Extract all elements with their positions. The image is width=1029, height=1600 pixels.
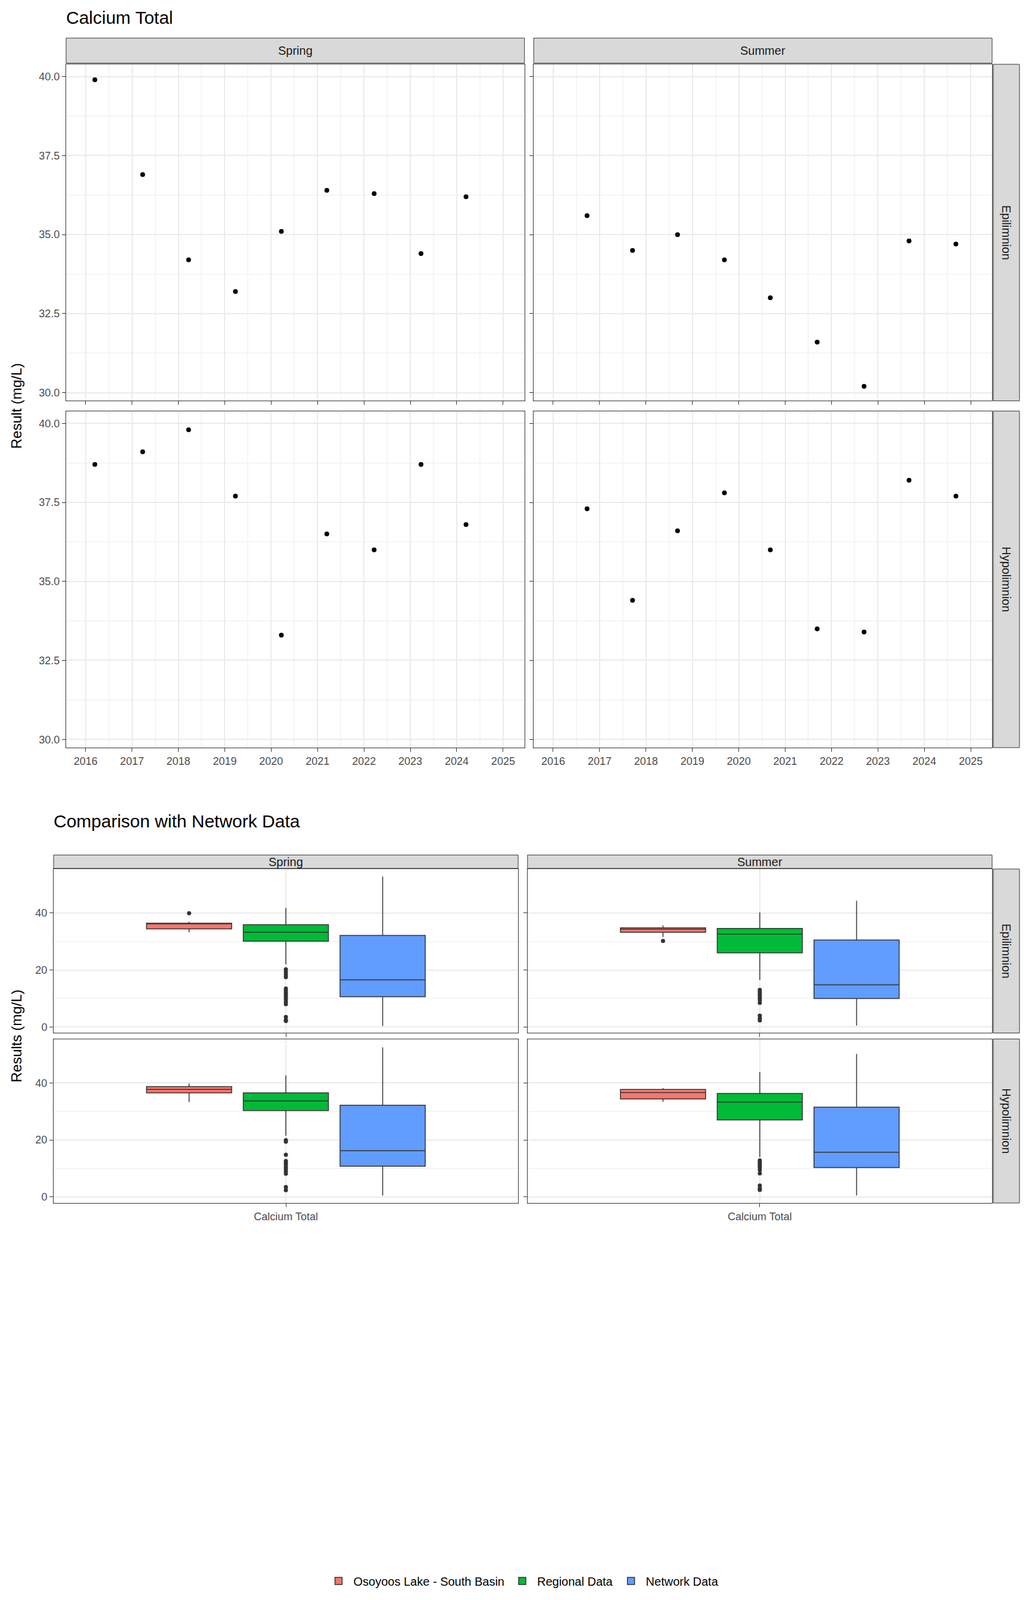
svg-text:Summer: Summer [740,44,786,58]
svg-text:2021: 2021 [305,755,330,768]
svg-text:2022: 2022 [819,755,844,768]
svg-text:40: 40 [35,907,48,920]
svg-text:2016: 2016 [541,755,566,768]
svg-text:2018: 2018 [166,755,191,768]
svg-text:35.0: 35.0 [38,228,60,241]
svg-text:2020: 2020 [259,755,283,768]
svg-text:Results (mg/L): Results (mg/L) [8,989,25,1083]
svg-text:32.5: 32.5 [38,655,60,667]
svg-text:2024: 2024 [444,755,469,768]
svg-text:Osoyoos Lake - South Basin: Osoyoos Lake - South Basin [353,1575,505,1589]
svg-text:37.5: 37.5 [38,150,60,162]
svg-text:2020: 2020 [727,755,751,768]
svg-text:2023: 2023 [398,755,423,768]
svg-text:40: 40 [35,1077,48,1090]
svg-text:2017: 2017 [120,755,145,768]
svg-text:2024: 2024 [912,755,937,768]
svg-text:30.0: 30.0 [38,387,60,399]
svg-text:Epilimnion: Epilimnion [999,205,1013,261]
svg-text:2025: 2025 [491,755,516,768]
svg-text:Regional Data: Regional Data [537,1575,614,1589]
svg-text:2016: 2016 [73,755,98,768]
svg-text:Result (mg/L): Result (mg/L) [8,363,25,449]
svg-text:Summer: Summer [737,855,783,869]
svg-text:Calcium Total: Calcium Total [727,1211,792,1224]
svg-text:30.0: 30.0 [38,734,60,747]
svg-text:Spring: Spring [268,855,304,869]
svg-text:37.5: 37.5 [38,496,60,509]
svg-text:2023: 2023 [865,755,890,768]
svg-text:40.0: 40.0 [38,70,60,83]
svg-text:2021: 2021 [773,755,798,768]
svg-text:0: 0 [41,1191,48,1204]
svg-text:2019: 2019 [680,755,705,768]
svg-text:20: 20 [35,964,48,977]
svg-text:0: 0 [41,1021,48,1034]
svg-text:Comparison with Network Data: Comparison with Network Data [53,811,301,832]
svg-text:35.0: 35.0 [38,575,60,588]
svg-text:Hypolimnion: Hypolimnion [999,546,1013,613]
svg-text:Calcium Total: Calcium Total [66,7,174,28]
svg-text:2019: 2019 [212,755,237,768]
svg-text:2018: 2018 [634,755,659,768]
svg-text:2017: 2017 [587,755,612,768]
svg-text:20: 20 [35,1134,48,1147]
svg-text:Epilimnion: Epilimnion [999,924,1013,979]
svg-text:2025: 2025 [958,755,983,768]
svg-text:Hypolimnion: Hypolimnion [999,1088,1013,1155]
svg-text:2022: 2022 [351,755,376,768]
svg-text:Spring: Spring [278,44,313,58]
svg-text:Calcium Total: Calcium Total [253,1211,318,1224]
svg-text:40.0: 40.0 [38,418,60,430]
svg-text:Network Data: Network Data [646,1575,719,1589]
svg-text:32.5: 32.5 [38,307,60,320]
